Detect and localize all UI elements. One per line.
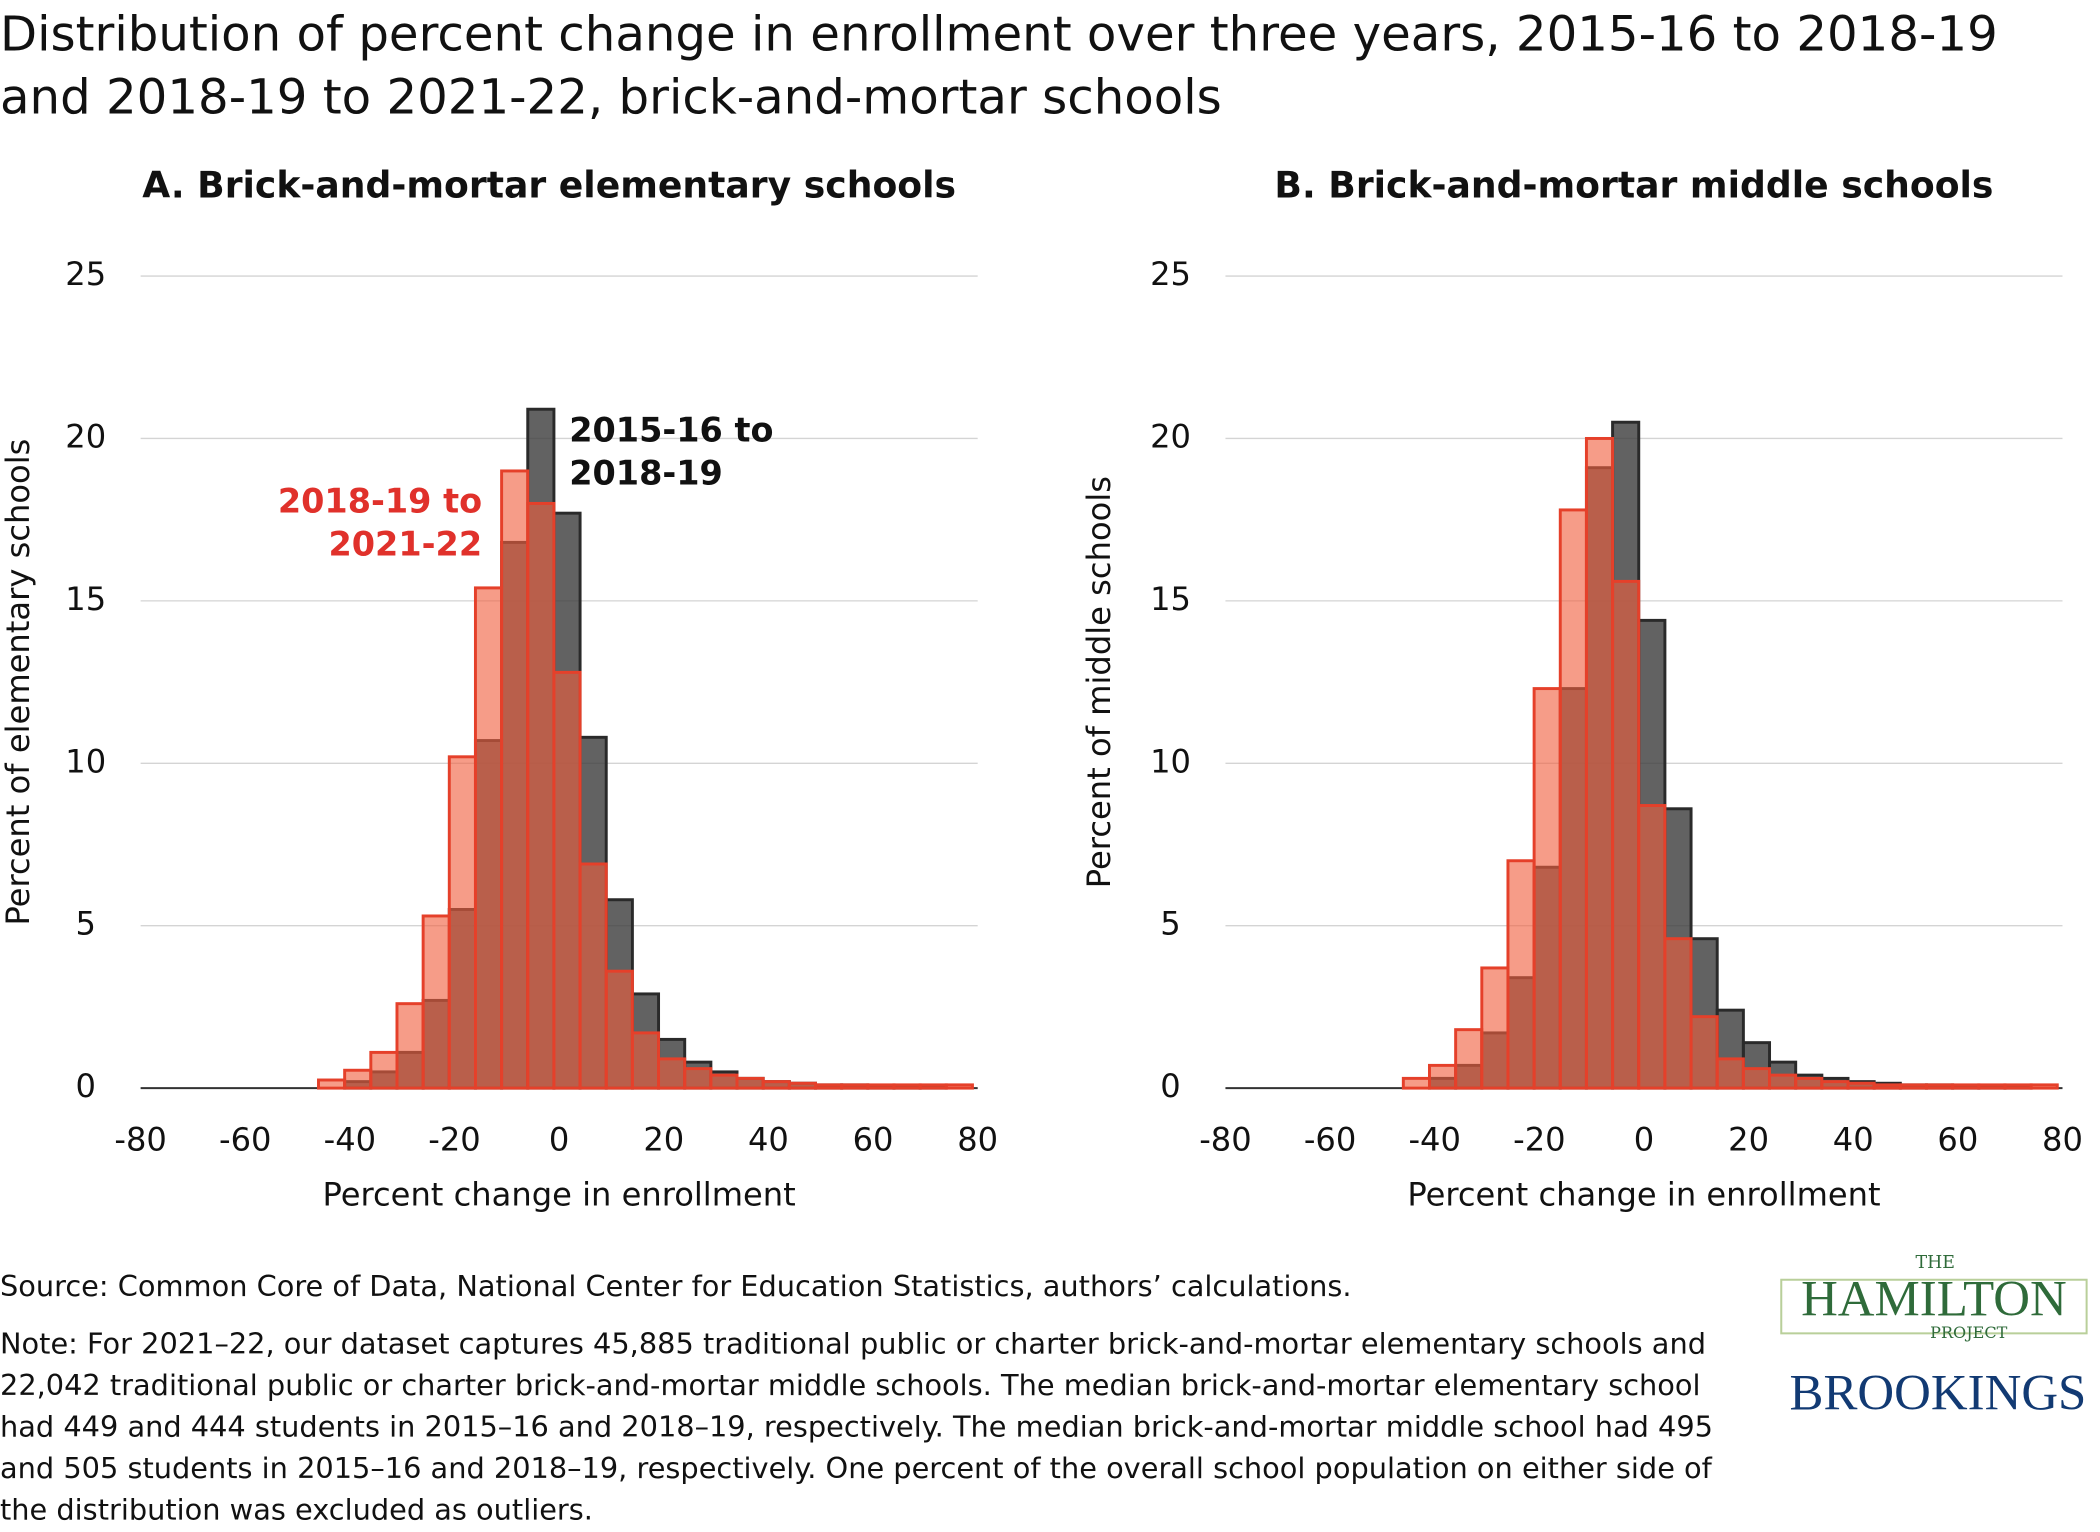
y-tick-label: 15 [1150, 580, 1191, 618]
bar [578, 862, 608, 1090]
bar [1872, 1083, 1902, 1090]
bar [1951, 1083, 1981, 1090]
y-tick-label: 0 [75, 1067, 95, 1105]
bar [892, 1083, 922, 1090]
bar [1794, 1076, 1824, 1090]
bar [395, 1002, 425, 1090]
bar [1480, 966, 1510, 1090]
x-tick-label: 20 [643, 1121, 684, 1159]
x-tick-label: -80 [1199, 1121, 1251, 1159]
y-tick-label: 10 [1150, 742, 1191, 780]
y-tick-label: 5 [75, 905, 95, 943]
bar [840, 1083, 870, 1090]
x-tick-label: 60 [853, 1121, 894, 1159]
bar [2003, 1083, 2033, 1090]
bar [1846, 1081, 1876, 1090]
x-tick-label: -20 [1513, 1121, 1565, 1159]
bar [1401, 1076, 1431, 1090]
logo-the: THE [1916, 1253, 1955, 1273]
panel-title: B. Brick-and-mortar middle schools [1274, 164, 1993, 207]
x-tick-label: -20 [428, 1121, 480, 1159]
bar [1689, 1015, 1719, 1090]
x-axis-title: Percent change in enrollment [1407, 1176, 1880, 1214]
x-tick-label: 80 [2042, 1121, 2083, 1159]
x-tick-label: 20 [1728, 1121, 1769, 1159]
bar [657, 1057, 687, 1090]
bar [369, 1050, 399, 1090]
bar [1584, 436, 1615, 1090]
bar [343, 1068, 373, 1090]
bar [735, 1076, 765, 1090]
bar [473, 586, 504, 1090]
bar [2029, 1083, 2059, 1090]
x-tick-label: -60 [219, 1121, 271, 1159]
bar [866, 1083, 896, 1090]
bar [526, 501, 556, 1090]
bar [421, 914, 451, 1090]
bar [317, 1078, 347, 1090]
bar [1637, 804, 1667, 1090]
bar [630, 1031, 661, 1090]
x-tick-label: -40 [324, 1121, 376, 1159]
bar [604, 969, 634, 1090]
x-tick-label: 0 [549, 1121, 569, 1159]
y-tick-label: 20 [65, 417, 106, 455]
x-tick-label: 60 [1937, 1121, 1978, 1159]
bar [447, 755, 477, 1090]
bar [761, 1080, 791, 1090]
bar [1820, 1080, 1850, 1090]
x-tick-label: -60 [1304, 1121, 1356, 1159]
bar [1898, 1083, 1928, 1090]
y-tick-label: 5 [1160, 905, 1180, 943]
y-tick-label: 15 [65, 580, 106, 618]
logo-project: PROJECT [1930, 1323, 2008, 1342]
bar [709, 1073, 739, 1090]
bar [1428, 1063, 1458, 1090]
bar [918, 1083, 948, 1090]
bar [683, 1067, 713, 1090]
x-tick-label: 40 [1833, 1121, 1874, 1159]
bar [1741, 1067, 1772, 1090]
bar [1925, 1083, 1955, 1090]
series-label: 2015-16 to 2018-19 [569, 410, 773, 492]
x-tick-label: -80 [114, 1121, 166, 1159]
note: Note: For 2021–22, our dataset captures … [0, 1327, 1714, 1528]
bar [787, 1081, 817, 1090]
logo-hamilton: HAMILTON [1801, 1272, 2067, 1328]
x-tick-label: 0 [1634, 1121, 1654, 1159]
bar [1558, 508, 1588, 1090]
panel-title: A. Brick-and-mortar elementary schools [142, 164, 956, 207]
bar [1768, 1073, 1798, 1090]
series-label: 2018-19 to 2021-22 [278, 481, 482, 563]
bar [1532, 687, 1562, 1090]
source: Source: Common Core of Data, National Ce… [0, 1270, 1352, 1304]
y-tick-label: 10 [65, 742, 106, 780]
x-tick-label: 80 [957, 1121, 998, 1159]
y-axis-title: Percent of middle schools [1080, 476, 1118, 888]
bar [944, 1083, 974, 1090]
bar [814, 1083, 844, 1090]
title-line-1: Distribution of percent change in enroll… [0, 7, 1998, 126]
bar [1663, 937, 1693, 1090]
y-tick-label: 0 [1160, 1067, 1180, 1105]
y-tick-label: 25 [1150, 255, 1191, 293]
logo-brookings: BROOKINGS [1790, 1365, 2087, 1421]
hamilton-box [1780, 1278, 2088, 1335]
y-axis-title: Percent of elementary schools [0, 439, 37, 926]
x-axis-title: Percent change in enrollment [323, 1176, 796, 1214]
y-tick-label: 20 [1150, 417, 1191, 455]
bar [1454, 1028, 1484, 1090]
bar [1611, 579, 1641, 1090]
bar [552, 670, 582, 1090]
bar [500, 469, 530, 1090]
bar [1977, 1083, 2007, 1090]
bar [1715, 1057, 1745, 1090]
bar [1506, 859, 1536, 1090]
x-tick-label: -40 [1408, 1121, 1460, 1159]
y-tick-label: 25 [65, 255, 106, 293]
x-tick-label: 40 [748, 1121, 789, 1159]
